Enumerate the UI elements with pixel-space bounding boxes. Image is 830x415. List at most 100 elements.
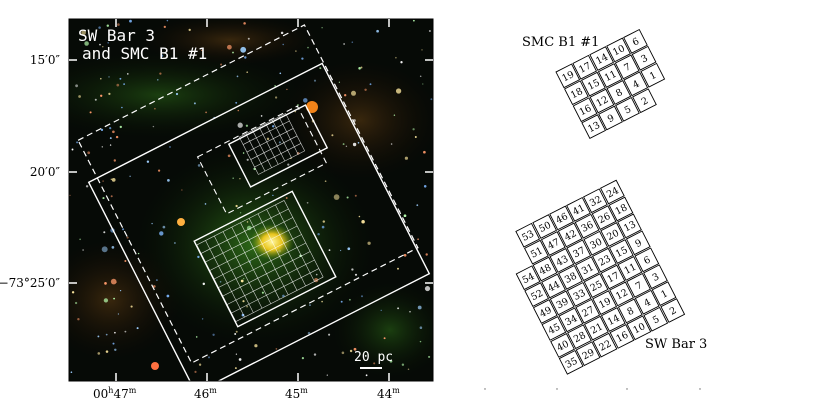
star	[331, 134, 334, 137]
field-cell: 35	[558, 349, 584, 375]
y-tick-label: 20′0″	[29, 165, 60, 179]
field-number: 29	[581, 347, 597, 362]
star	[419, 340, 422, 343]
field-cell: 4	[634, 289, 660, 315]
star	[205, 111, 208, 114]
star	[102, 180, 104, 182]
field-cell: 34	[558, 307, 584, 333]
star	[136, 327, 139, 330]
field-cell: 6	[634, 247, 660, 273]
star	[85, 185, 89, 188]
star	[303, 98, 308, 103]
field-cell: 36	[574, 213, 600, 239]
field-number: 41	[571, 203, 587, 218]
field-number: 24	[605, 185, 621, 200]
axis-ticks	[69, 19, 433, 381]
star	[123, 83, 125, 85]
field-number: 22	[598, 338, 614, 353]
star	[100, 94, 103, 97]
field-box	[580, 71, 606, 97]
solid-field-inner	[193, 190, 337, 328]
star	[175, 92, 179, 96]
field-box	[643, 264, 668, 290]
field-box	[549, 290, 575, 316]
star	[166, 19, 169, 22]
star	[77, 317, 80, 321]
field-cell: 16	[609, 324, 635, 349]
field-box	[540, 231, 566, 256]
dashed-field-small-outline	[196, 105, 328, 215]
field-number: 15	[586, 77, 602, 92]
field-box	[626, 315, 652, 341]
field-number: 4	[642, 297, 652, 310]
field-number: 9	[606, 113, 616, 126]
star	[315, 273, 318, 276]
star	[113, 159, 116, 162]
field-cell: 45	[541, 316, 567, 341]
grid-line	[227, 259, 315, 305]
solid-field-inner-outline	[193, 190, 337, 328]
field-box	[582, 188, 608, 214]
field-cell: 18	[563, 80, 589, 106]
star	[102, 46, 104, 48]
star	[328, 249, 331, 251]
star	[103, 298, 109, 303]
star	[421, 49, 423, 51]
grid-line	[201, 208, 289, 254]
grid-line	[248, 218, 289, 296]
field-number: 5	[651, 314, 661, 327]
field-box	[532, 214, 558, 239]
field-number: 10	[611, 43, 627, 58]
field-number: 35	[564, 356, 580, 371]
field-overlay	[77, 24, 431, 381]
star	[383, 337, 386, 340]
star	[278, 141, 281, 144]
field-cell: 19	[555, 63, 581, 89]
star	[419, 75, 422, 78]
field-cell: 48	[532, 256, 558, 282]
star	[412, 128, 415, 131]
field-box	[631, 45, 657, 71]
field-number: 48	[538, 262, 554, 277]
field-cell: 38	[558, 264, 583, 290]
field-box	[566, 281, 592, 307]
field-cell: 30	[583, 230, 609, 256]
field-cell: 50	[532, 214, 558, 239]
star	[198, 363, 202, 366]
star	[169, 146, 171, 148]
star	[261, 291, 264, 294]
field-box	[566, 196, 591, 222]
star	[110, 178, 112, 180]
grid-line	[209, 225, 298, 271]
star	[89, 111, 92, 114]
star	[194, 370, 197, 373]
field-number: 2	[640, 95, 650, 108]
dashed-field-large	[77, 24, 419, 364]
star	[76, 141, 79, 144]
field-cell: 39	[549, 290, 575, 316]
field-cell: 25	[583, 273, 609, 298]
field-cell: 17	[572, 54, 598, 80]
dashed-field-large-outline	[77, 24, 419, 364]
nebula-glow	[330, 280, 433, 380]
field-box	[575, 256, 600, 282]
grid-line	[258, 126, 279, 165]
star	[137, 252, 140, 255]
field-cell: 15	[608, 239, 634, 264]
field-number: 52	[529, 288, 545, 303]
field-box	[532, 299, 558, 324]
field-box	[523, 239, 549, 265]
field-cell: 29	[575, 341, 601, 367]
field-cell: 19	[592, 290, 618, 315]
field-box	[634, 247, 660, 273]
field-box	[608, 239, 634, 264]
star	[351, 268, 354, 271]
field-number: 50	[537, 220, 553, 235]
star	[354, 273, 358, 276]
star	[97, 335, 100, 338]
star	[428, 29, 431, 33]
field-number: 17	[606, 270, 622, 285]
star	[321, 300, 323, 303]
star	[246, 158, 249, 161]
star	[119, 125, 122, 129]
